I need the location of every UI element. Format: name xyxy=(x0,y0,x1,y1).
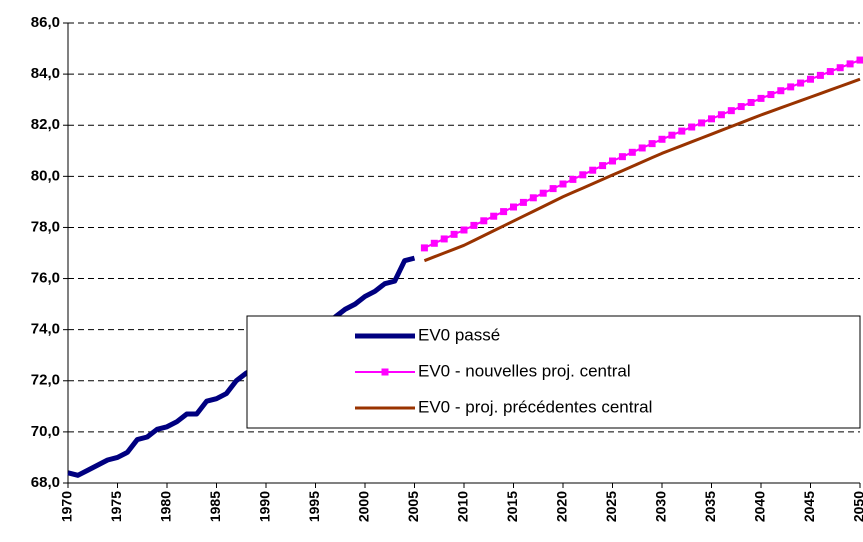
marker xyxy=(460,226,468,234)
legend-label: EV0 passé xyxy=(418,325,500,344)
y-tick-label: 78,0 xyxy=(31,218,60,235)
marker xyxy=(510,203,517,211)
y-tick-label: 86,0 xyxy=(31,14,60,31)
marker xyxy=(678,127,686,135)
marker xyxy=(807,75,814,83)
legend-label: EV0 - proj. précédentes central xyxy=(418,397,652,416)
y-tick-label: 68,0 xyxy=(31,474,60,491)
y-tick-label: 82,0 xyxy=(31,116,60,133)
marker xyxy=(589,166,597,174)
y-tick-label: 84,0 xyxy=(31,65,60,82)
marker xyxy=(727,107,735,115)
series-line xyxy=(67,255,416,478)
x-tick-label: 1990 xyxy=(257,491,273,522)
x-tick-label: 1975 xyxy=(108,491,124,522)
marker xyxy=(638,144,646,152)
legend-label: EV0 - nouvelles proj. central xyxy=(418,361,631,380)
legend: EV0 passé EV0 - nouvelles proj. central EV… xyxy=(246,315,861,429)
marker xyxy=(579,171,587,179)
marker xyxy=(846,60,854,68)
marker xyxy=(767,91,775,99)
marker xyxy=(470,221,478,229)
series-line xyxy=(423,77,861,263)
x-tick-label: 2040 xyxy=(752,491,768,522)
marker xyxy=(856,56,863,64)
x-tick-label: 1980 xyxy=(158,491,174,522)
marker xyxy=(737,103,745,111)
series-line xyxy=(423,59,861,249)
marker xyxy=(658,135,666,143)
x-tick-label: 2050 xyxy=(851,491,863,522)
marker xyxy=(717,111,725,119)
marker xyxy=(747,98,755,106)
marker xyxy=(757,94,765,102)
marker xyxy=(569,175,577,183)
marker xyxy=(549,185,557,193)
marker xyxy=(420,244,428,252)
marker xyxy=(797,79,805,87)
legend-marker xyxy=(381,368,389,376)
y-tick-label: 80,0 xyxy=(31,167,60,184)
marker xyxy=(539,189,547,197)
x-tick-label: 1970 xyxy=(59,491,75,522)
marker xyxy=(648,140,656,148)
x-tick-label: 2000 xyxy=(356,491,372,522)
marker xyxy=(450,230,458,238)
x-tick-label: 1985 xyxy=(207,491,223,522)
x-tick-label: 2045 xyxy=(801,491,817,522)
marker xyxy=(836,64,844,72)
marker xyxy=(816,71,824,79)
x-tick-label: 2025 xyxy=(603,491,619,522)
marker xyxy=(440,235,448,243)
marker xyxy=(628,148,636,156)
x-tick-label: 2010 xyxy=(455,491,471,522)
marker xyxy=(609,157,616,165)
marker xyxy=(559,180,567,188)
marker xyxy=(529,194,537,202)
marker xyxy=(777,87,785,95)
marker xyxy=(618,153,626,161)
y-tick-label: 70,0 xyxy=(31,423,60,440)
x-tick-label: 2035 xyxy=(702,491,718,522)
marker xyxy=(698,119,706,127)
x-tick-label: 2030 xyxy=(653,491,669,522)
y-tick-label: 72,0 xyxy=(31,372,60,389)
marker xyxy=(688,123,696,131)
marker xyxy=(708,115,715,123)
marker xyxy=(500,208,508,216)
marker xyxy=(519,198,527,206)
x-tick-label: 2005 xyxy=(405,491,421,522)
marker xyxy=(668,131,676,139)
marker xyxy=(480,217,488,225)
legend-box xyxy=(246,315,861,429)
y-tick-label: 74,0 xyxy=(31,321,60,338)
marker xyxy=(826,68,834,76)
marker xyxy=(430,239,438,247)
x-tick-label: 1995 xyxy=(306,491,322,522)
marker xyxy=(490,212,498,220)
marker xyxy=(599,162,607,170)
y-tick-label: 76,0 xyxy=(31,270,60,287)
x-tick-label: 2015 xyxy=(504,491,520,522)
marker xyxy=(787,83,795,91)
x-tick-label: 2020 xyxy=(554,491,570,522)
